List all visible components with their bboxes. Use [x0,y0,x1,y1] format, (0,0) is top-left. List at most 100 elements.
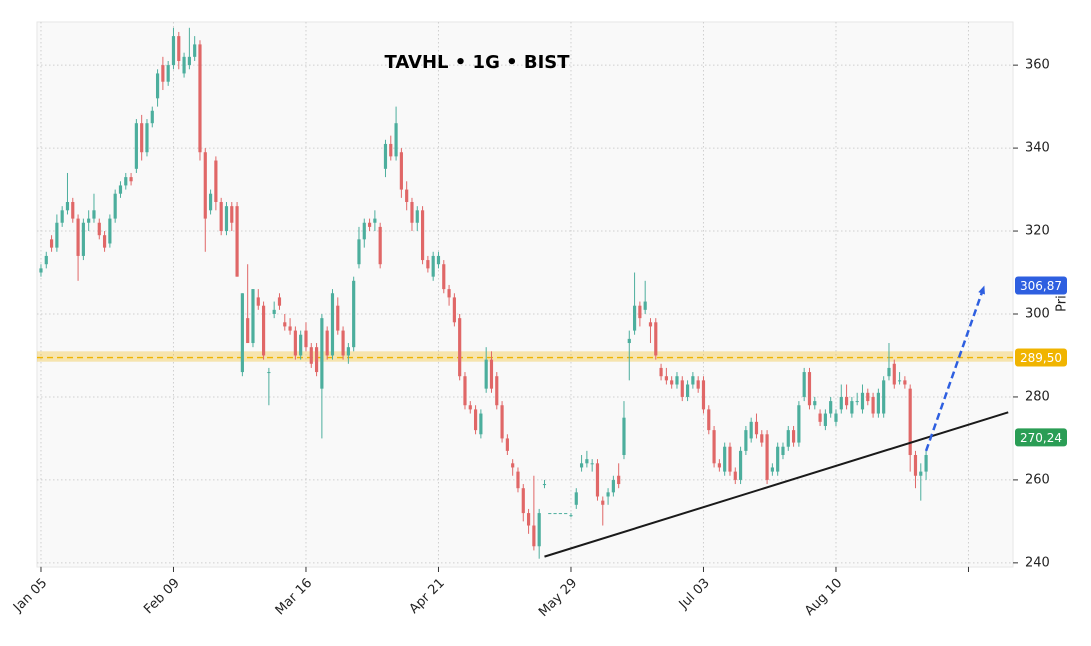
candle-body [373,218,377,223]
candle-body [436,255,441,265]
candle-body [908,388,912,456]
candle-body [823,413,827,426]
candle-body [691,376,695,385]
candle-body [362,222,366,240]
candle-body [378,226,382,265]
candle-body [458,318,462,377]
candle-body [717,463,721,468]
candle-body [65,202,70,211]
candle-body [336,305,340,331]
candle-body [924,455,928,472]
candle-body [818,413,822,422]
candle-body [261,305,266,356]
candle-body [919,471,923,476]
candle-body [320,318,324,389]
candle-body [802,372,806,397]
candle-body [468,405,472,410]
candle-body [632,305,637,331]
candle-body [590,463,594,465]
candle-body [897,380,902,382]
candle-body [346,347,350,356]
candle-body [166,65,170,82]
candle-body [723,446,727,472]
candle-body [617,475,621,485]
candle-body [871,396,875,414]
candle-body [495,376,499,406]
candle-body [394,123,398,157]
y-tick-label: 320 [1025,224,1050,239]
candle-body [680,380,684,397]
candle-body [113,193,117,219]
candle-body [569,515,573,517]
candle-body [81,222,85,256]
y-tick-label: 240 [1025,555,1050,570]
candle-body [203,152,207,219]
candle-body [447,289,451,298]
candle-body [770,467,774,472]
candle-body [760,434,764,443]
candle-body [304,330,308,348]
candle-body [405,189,409,203]
candle-body [733,471,737,480]
candle-body [193,44,197,57]
candle-body [182,56,186,74]
candle-body [892,363,896,385]
candle-body [150,110,154,124]
candle-body [744,430,748,451]
candle-body [659,367,663,377]
candle-body [161,65,165,82]
candle-body [564,513,568,515]
candle-body [341,330,345,356]
candle-body [738,450,743,480]
candle-body [246,318,250,344]
candle-body [781,446,785,456]
price-tag [1015,428,1067,447]
candle-body [102,235,107,248]
candle-body [463,376,467,406]
candle-body [357,239,361,265]
candle-body [855,401,859,403]
candle-body [235,206,239,277]
candle-body [532,525,536,547]
candle-body [728,446,732,472]
y-tick-label: 360 [1025,58,1050,73]
candle-body [479,413,483,435]
price-tag [1015,276,1067,295]
x-tick-label: Jul 03 [676,576,713,613]
candle-body [521,488,525,514]
candle-body [797,405,801,443]
candle-body [754,421,759,435]
candle-body [415,210,419,223]
candle-body [749,421,753,439]
candle-body [198,44,202,153]
candle-body [786,430,790,447]
candle-body [791,430,796,443]
candle-body [882,380,886,414]
candle-body [431,255,435,277]
candle-body [452,297,456,323]
candle-body [844,396,849,406]
candle-body [124,177,128,186]
chart-title: TAVHL • 1G • BIST [384,52,570,73]
candle-body [118,185,123,194]
candle-body [230,206,234,223]
candle-body [654,322,658,356]
x-tick-label: Mar 16 [273,576,316,619]
candle-body [177,36,181,61]
candle-body [765,434,769,480]
candle-body [648,322,653,327]
candle-body [574,492,578,505]
candle-body [876,392,880,414]
x-tick-label: Apr 21 [407,576,448,617]
plot-area [36,21,1014,568]
candle-body [267,372,271,374]
candle-body [866,392,870,402]
y-tick-label: 280 [1025,389,1050,404]
candle-body [548,513,552,515]
candle-body [484,359,488,389]
candle-body [537,513,541,547]
candle-body [288,326,292,331]
candle-body [171,36,176,66]
candle-body [638,305,642,319]
